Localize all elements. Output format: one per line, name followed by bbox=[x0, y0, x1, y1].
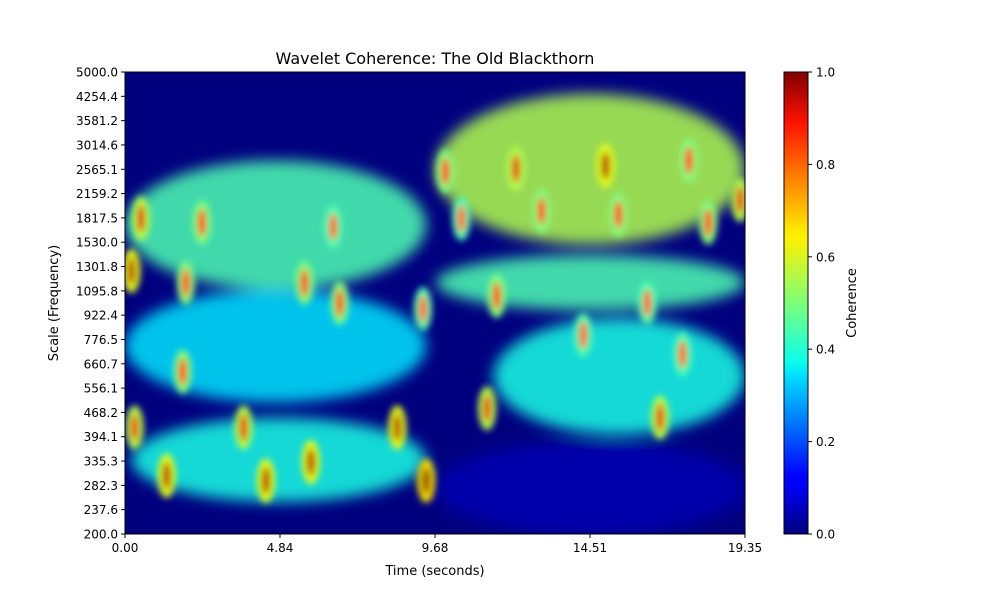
coherence-hotspot bbox=[537, 196, 546, 225]
plot-area bbox=[124, 71, 746, 535]
chart-title: Wavelet Coherence: The Old Blackthorn bbox=[276, 49, 595, 68]
colorbar-gradient bbox=[783, 71, 809, 535]
x-tick-label: 4.84 bbox=[267, 541, 294, 555]
y-tick-label: 468.2 bbox=[84, 406, 118, 420]
coherence-hotspot bbox=[422, 466, 431, 495]
coherence-hotspot bbox=[306, 448, 315, 477]
y-tick-label: 237.6 bbox=[84, 503, 118, 517]
coherence-region bbox=[125, 289, 427, 403]
coherence-hotspot bbox=[511, 154, 520, 183]
y-tick-label: 5000.0 bbox=[76, 66, 118, 80]
y-tick-label: 1817.5 bbox=[76, 211, 118, 225]
x-tick-label: 0.00 bbox=[112, 541, 139, 555]
x-axis-label: Time (seconds) bbox=[384, 564, 484, 579]
y-tick-label: 1530.0 bbox=[76, 236, 118, 250]
y-tick-label: 335.3 bbox=[84, 455, 118, 469]
coherence-hotspot bbox=[614, 200, 623, 229]
coherence-hotspot bbox=[601, 151, 610, 180]
coherence-hotspot bbox=[137, 204, 146, 233]
coherence-region bbox=[125, 160, 427, 290]
colorbar-tick-label: 0.2 bbox=[816, 435, 835, 449]
colorbar-label: Coherence bbox=[845, 268, 860, 338]
y-tick-label: 2159.2 bbox=[76, 187, 118, 201]
y-tick-label: 776.5 bbox=[84, 333, 118, 347]
coherence-region bbox=[435, 93, 745, 245]
coherence-hotspot bbox=[335, 289, 344, 317]
colorbar-tick-label: 0.0 bbox=[816, 528, 835, 542]
colorbar-ticks: 0.0 0.2 0.4 0.6 0.8 1.0 bbox=[808, 66, 835, 542]
coherence-hotspot bbox=[127, 256, 136, 285]
colorbar-tick-label: 0.6 bbox=[816, 250, 835, 264]
y-tick-label: 922.4 bbox=[84, 309, 118, 323]
coherence-hotspot bbox=[418, 294, 427, 323]
coherence-hotspot bbox=[329, 212, 338, 241]
coherence-hotspot bbox=[704, 208, 713, 237]
coherence-region bbox=[435, 441, 745, 534]
coherence-hotspot bbox=[441, 157, 450, 186]
y-tick-label: 3014.6 bbox=[76, 138, 118, 152]
coherence-hotspot bbox=[483, 394, 492, 423]
coherence-hotspot bbox=[130, 413, 139, 442]
coherence-hotspot bbox=[656, 403, 665, 432]
coherence-hotspot bbox=[736, 185, 745, 214]
coherence-hotspot bbox=[300, 268, 309, 297]
coherence-hotspot bbox=[678, 340, 687, 369]
y-tick-label: 3581.2 bbox=[76, 114, 118, 128]
coherence-region bbox=[493, 318, 745, 435]
x-tick-label: 9.68 bbox=[422, 541, 449, 555]
coherence-hotspot bbox=[197, 208, 206, 237]
y-tick-label: 1095.8 bbox=[76, 284, 118, 298]
coherence-hotspot bbox=[643, 289, 652, 317]
y-tick-label: 282.3 bbox=[84, 479, 118, 493]
coherence-hotspot bbox=[239, 413, 248, 442]
y-axis: 200.0 237.6 282.3 335.3 394.1 468.2 556.1 660.7… bbox=[76, 66, 125, 542]
coherence-region bbox=[435, 254, 745, 311]
y-axis-label: Scale (Frequency) bbox=[47, 245, 62, 361]
y-tick-label: 200.0 bbox=[84, 528, 118, 542]
coherence-hotspot bbox=[162, 461, 171, 490]
colorbar-tick-label: 0.8 bbox=[816, 158, 835, 172]
y-tick-label: 4254.4 bbox=[76, 90, 118, 104]
coherence-hotspot bbox=[181, 268, 190, 297]
x-tick-label: 14.51 bbox=[573, 541, 607, 555]
y-tick-label: 1301.8 bbox=[76, 260, 118, 274]
coherence-hotspot bbox=[457, 204, 466, 233]
y-tick-label: 660.7 bbox=[84, 357, 118, 371]
coherence-hotspot bbox=[492, 281, 501, 310]
coherence-hotspot bbox=[178, 357, 187, 386]
coherence-heatmap bbox=[125, 93, 745, 534]
coherence-region bbox=[131, 417, 427, 502]
y-tick-label: 556.1 bbox=[84, 382, 118, 396]
coherence-hotspot bbox=[393, 413, 402, 442]
colorbar: 0.0 0.2 0.4 0.6 0.8 1.0 Coherence bbox=[783, 66, 860, 542]
colorbar-tick-label: 1.0 bbox=[816, 66, 835, 80]
coherence-hotspot bbox=[261, 466, 270, 495]
coherence-hotspot bbox=[579, 321, 588, 350]
x-tick-label: 19.35 bbox=[728, 541, 762, 555]
x-axis: 0.00 4.84 9.68 14.51 19.35 bbox=[112, 534, 762, 555]
coherence-hotspot bbox=[684, 146, 693, 175]
y-tick-label: 2565.1 bbox=[76, 163, 118, 177]
colorbar-tick-label: 0.4 bbox=[816, 343, 835, 357]
y-tick-label: 394.1 bbox=[84, 430, 118, 444]
